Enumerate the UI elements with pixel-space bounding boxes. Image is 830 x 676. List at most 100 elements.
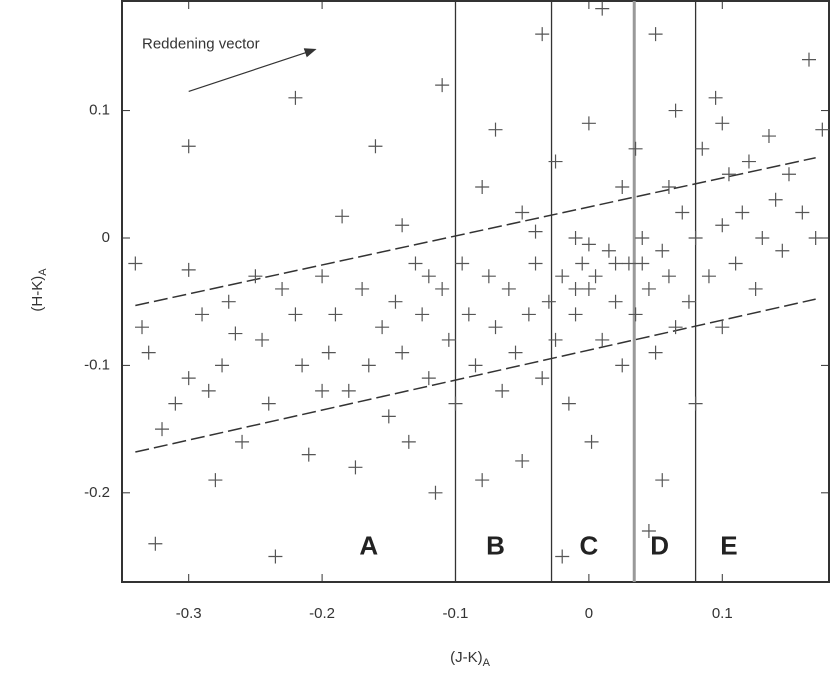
- point: [261, 396, 276, 411]
- point: [181, 371, 196, 386]
- point: [428, 485, 443, 500]
- region-label: D: [650, 530, 669, 560]
- point: [201, 383, 216, 398]
- band-line: [135, 156, 816, 307]
- point: [681, 294, 696, 309]
- point: [701, 269, 716, 284]
- x-tick-label: 0: [585, 605, 593, 622]
- point: [421, 269, 436, 284]
- point: [775, 243, 790, 258]
- point: [661, 269, 676, 284]
- point: [595, 1, 610, 16]
- point: [621, 256, 636, 271]
- point: [688, 230, 703, 245]
- point: [735, 205, 750, 220]
- x-axis-label: (J-K)A: [450, 649, 491, 669]
- point: [815, 122, 830, 137]
- point: [355, 281, 370, 296]
- point: [581, 281, 596, 296]
- point: [335, 209, 350, 224]
- x-tick-label: 0.1: [712, 605, 733, 622]
- point: [248, 269, 263, 284]
- point: [475, 180, 490, 195]
- point: [388, 294, 403, 309]
- point: [635, 256, 650, 271]
- point: [781, 167, 796, 182]
- point: [268, 549, 283, 564]
- point: [488, 122, 503, 137]
- point: [415, 307, 430, 322]
- point: [635, 230, 650, 245]
- point: [608, 294, 623, 309]
- point: [361, 358, 376, 373]
- point: [768, 192, 783, 207]
- point: [341, 383, 356, 398]
- point: [655, 473, 670, 488]
- annotation: Reddening vector: [142, 35, 260, 52]
- x-label-main: (J-K): [450, 649, 483, 666]
- point: [295, 358, 310, 373]
- point: [581, 237, 596, 252]
- point: [181, 262, 196, 277]
- plot-frame: [121, 0, 830, 583]
- point: [675, 205, 690, 220]
- region-label: B: [486, 530, 505, 560]
- point: [155, 422, 170, 437]
- point: [595, 332, 610, 347]
- point: [481, 269, 496, 284]
- point: [235, 434, 250, 449]
- region-label: E: [720, 530, 737, 560]
- point: [741, 154, 756, 169]
- point: [275, 281, 290, 296]
- point: [648, 27, 663, 42]
- point: [368, 139, 383, 154]
- point: [641, 524, 656, 539]
- point: [215, 358, 230, 373]
- y-label-sub: A: [37, 268, 49, 276]
- point: [421, 371, 436, 386]
- point: [528, 224, 543, 239]
- point: [541, 294, 556, 309]
- point: [715, 218, 730, 233]
- y-tick-label: 0.1: [89, 102, 110, 119]
- point: [528, 256, 543, 271]
- y-label-main: (H-K): [29, 276, 46, 312]
- point: [615, 358, 630, 373]
- point: [148, 536, 163, 551]
- point: [321, 345, 336, 360]
- point: [568, 281, 583, 296]
- point: [581, 116, 596, 131]
- point: [208, 473, 223, 488]
- point: [441, 332, 456, 347]
- point: [288, 90, 303, 105]
- point: [648, 345, 663, 360]
- point: [455, 256, 470, 271]
- point: [515, 453, 530, 468]
- point: [228, 326, 243, 341]
- point: [721, 167, 736, 182]
- point: [795, 205, 810, 220]
- point: [715, 116, 730, 131]
- point: [668, 103, 683, 118]
- y-tick-label: 0: [102, 229, 110, 246]
- point: [555, 269, 570, 284]
- point: [395, 218, 410, 233]
- point: [555, 549, 570, 564]
- x-tick-label: -0.2: [309, 605, 335, 622]
- region-label: A: [359, 530, 378, 560]
- point: [584, 434, 599, 449]
- point: [801, 52, 816, 67]
- point: [568, 307, 583, 322]
- point: [588, 269, 603, 284]
- point: [168, 396, 183, 411]
- point: [715, 320, 730, 335]
- point: [628, 307, 643, 322]
- point: [501, 281, 516, 296]
- point: [395, 345, 410, 360]
- point: [515, 205, 530, 220]
- y-tick-label: -0.1: [84, 356, 110, 373]
- point: [448, 396, 463, 411]
- x-label-sub: A: [483, 657, 491, 669]
- point: [288, 307, 303, 322]
